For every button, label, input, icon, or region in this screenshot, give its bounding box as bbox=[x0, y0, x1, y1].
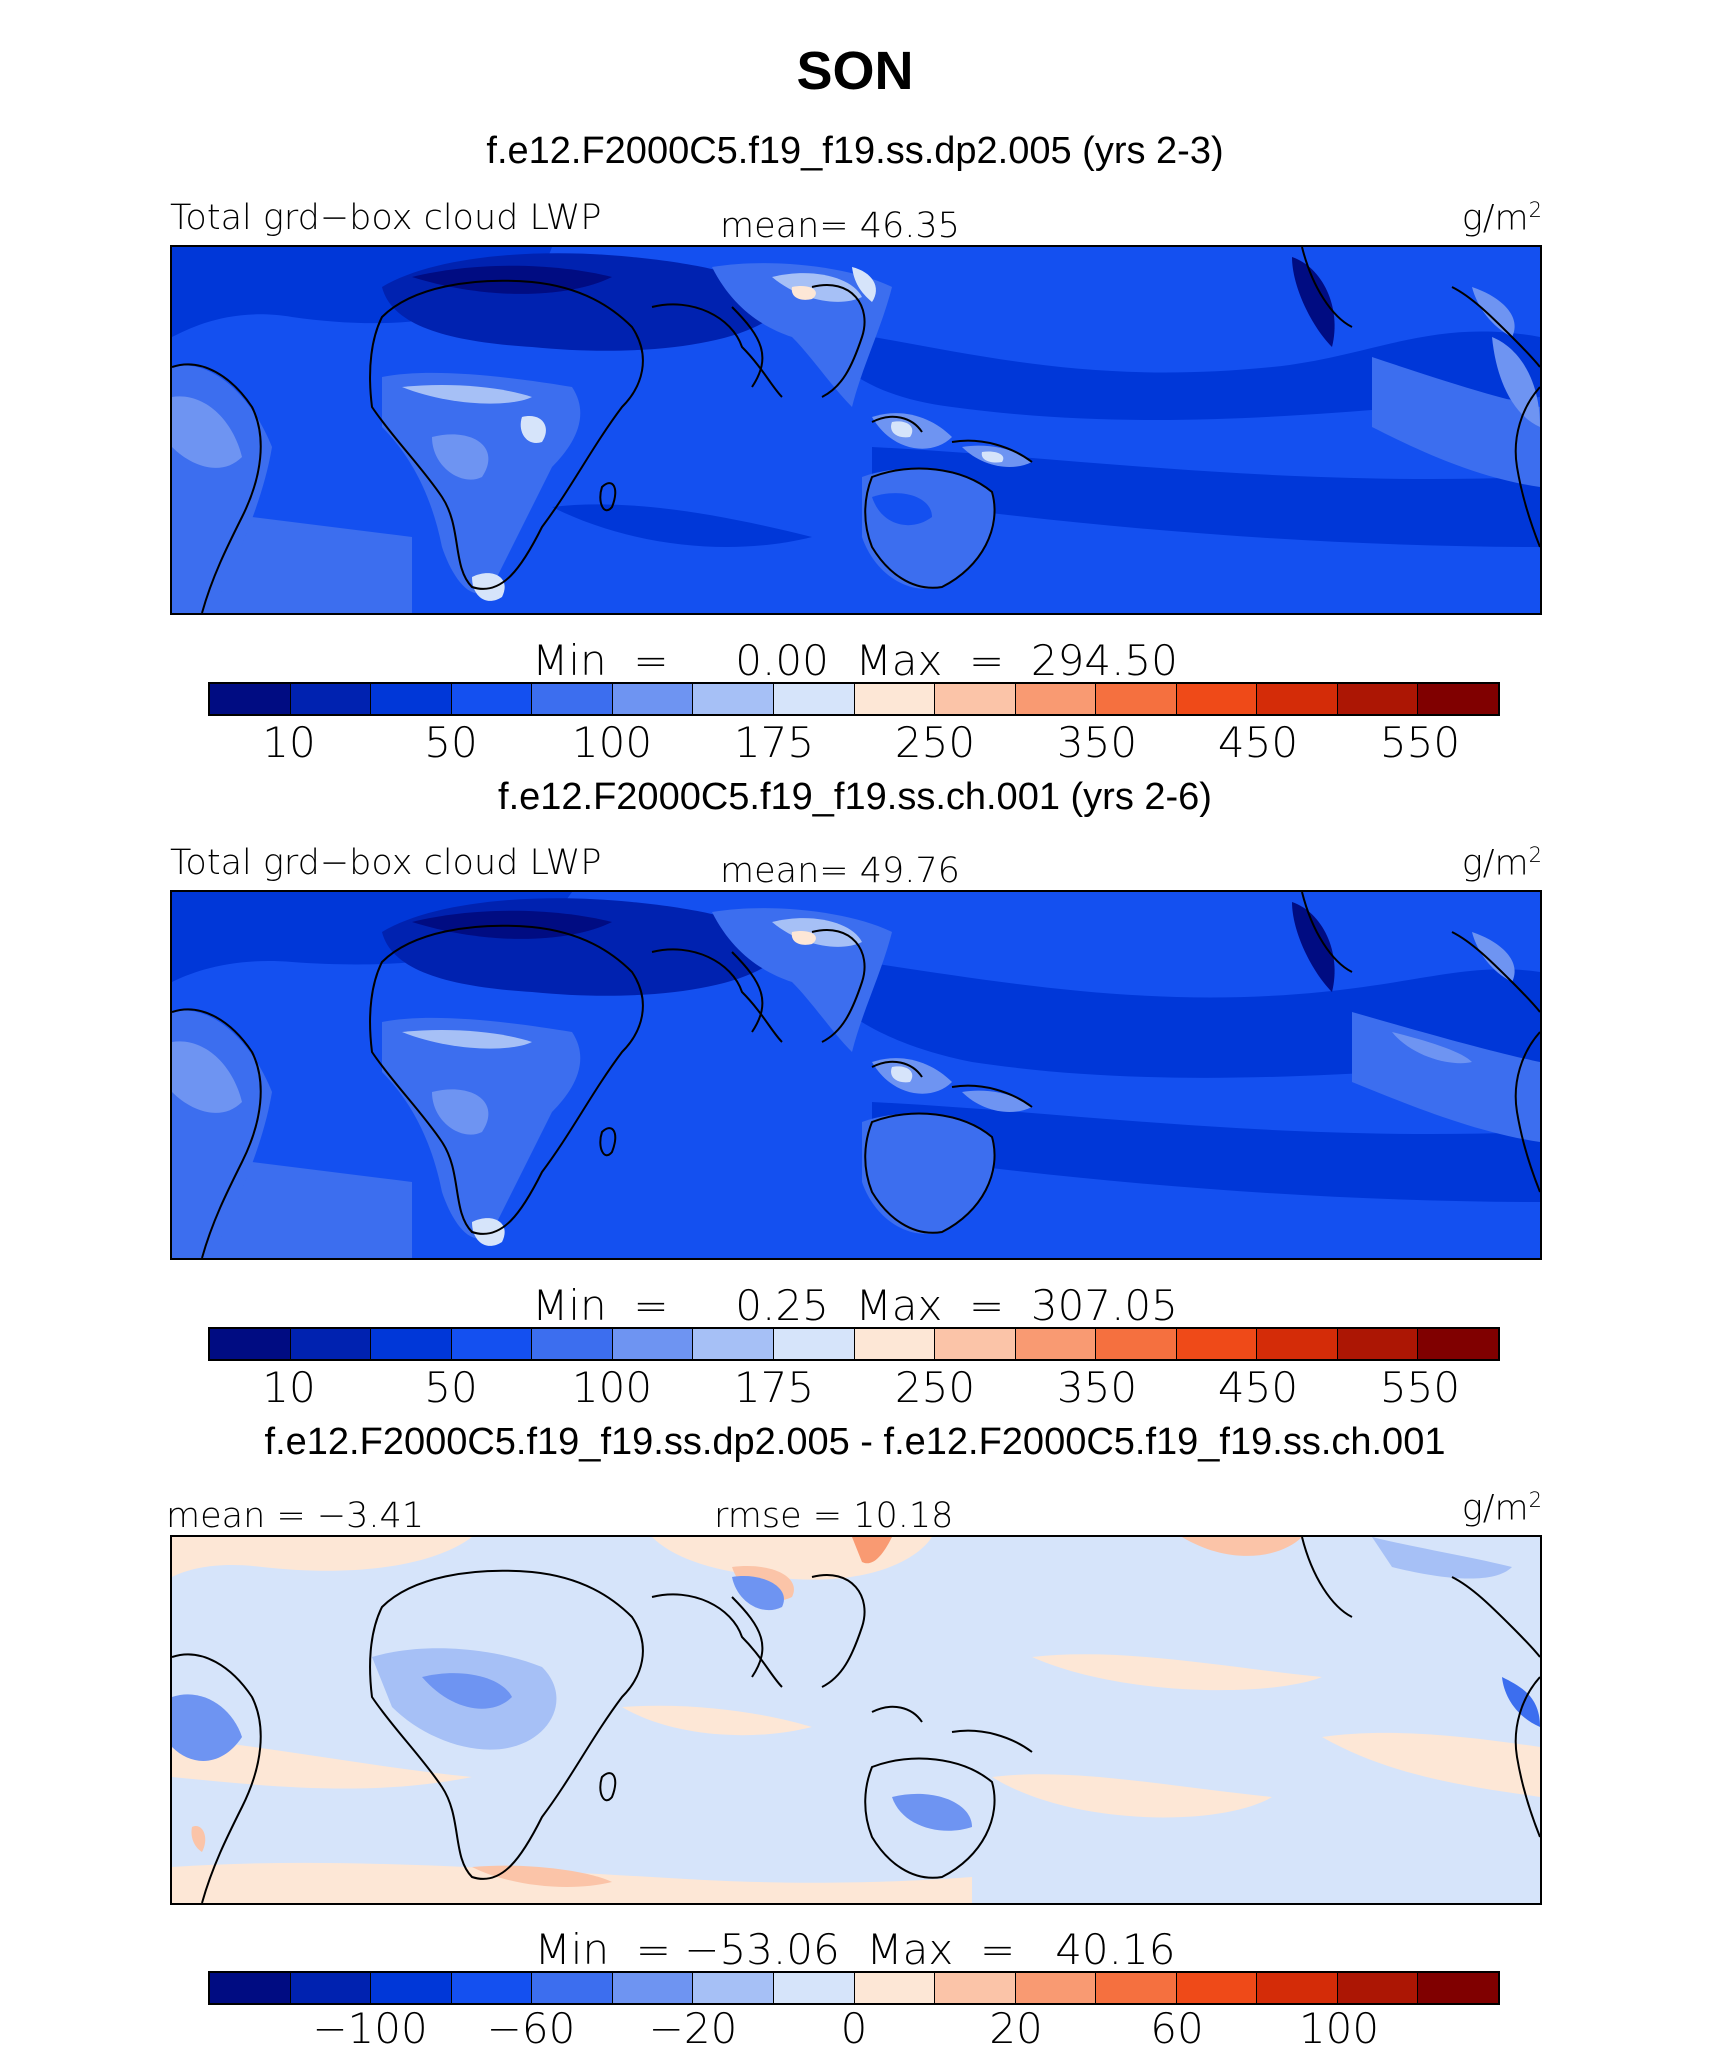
panel-2-units: g/m2 bbox=[1461, 843, 1542, 884]
panel-1-tick: 50 bbox=[424, 718, 478, 767]
panel-3-map bbox=[170, 1535, 1542, 1905]
panel-3-tick: 60 bbox=[1150, 2004, 1204, 2053]
panel-2-subtitle: f.e12.F2000C5.f19_f19.ss.ch.001 (yrs 2-6… bbox=[498, 776, 1212, 818]
figure-title: SON bbox=[796, 41, 914, 101]
panel-2-tick: 350 bbox=[1056, 1363, 1138, 1412]
panel-1-map bbox=[170, 245, 1542, 615]
panel-1-tick: 350 bbox=[1056, 718, 1138, 767]
panel-1-units: g/m2 bbox=[1461, 198, 1542, 239]
panel-3-rmse-label: rmse = 10.18 bbox=[714, 1496, 954, 1536]
panel-2-tick: 450 bbox=[1217, 1363, 1299, 1412]
panel-1-tick: 450 bbox=[1217, 718, 1299, 767]
panel-1-minmax: Min = 0.00 Max = 294.50 bbox=[532, 636, 1178, 685]
panel-3-subtitle: f.e12.F2000C5.f19_f19.ss.dp2.005 - f.e12… bbox=[264, 1421, 1446, 1463]
panel-2-tick: 175 bbox=[733, 1363, 815, 1412]
panel-1-tick: 10 bbox=[262, 718, 316, 767]
panel-1-tick: 175 bbox=[733, 718, 815, 767]
panel-3-minmax: Min = −53.06 Max = 40.16 bbox=[534, 1925, 1176, 1974]
panel-3-tick: 0 bbox=[840, 2004, 868, 2053]
panel-1-colorbar bbox=[208, 682, 1500, 716]
panel-1-tick: 250 bbox=[894, 718, 976, 767]
panel-3-tick: 20 bbox=[989, 2004, 1043, 2053]
panel-1-tick: 100 bbox=[571, 718, 653, 767]
panel-2-tick: 250 bbox=[894, 1363, 976, 1412]
panel-2-map bbox=[170, 890, 1542, 1260]
panel-3-tick: −100 bbox=[312, 2004, 428, 2053]
panel-1-subtitle: f.e12.F2000C5.f19_f19.ss.dp2.005 (yrs 2-… bbox=[486, 130, 1224, 172]
panel-2-colorbar bbox=[208, 1327, 1500, 1361]
panel-2-variable-label: Total grd−box cloud LWP bbox=[170, 843, 602, 883]
panel-3-tick: −60 bbox=[486, 2004, 576, 2053]
panel-2-mean-label: mean= 49.76 bbox=[720, 851, 960, 891]
panel-2-tick: 10 bbox=[262, 1363, 316, 1412]
panel-3-colorbar bbox=[208, 1971, 1500, 2005]
panel-3-tick: −20 bbox=[648, 2004, 738, 2053]
panel-2-tick: 550 bbox=[1379, 1363, 1461, 1412]
panel-2-tick: 100 bbox=[571, 1363, 653, 1412]
panel-3-units: g/m2 bbox=[1461, 1488, 1542, 1529]
panel-1-variable-label: Total grd−box cloud LWP bbox=[170, 198, 602, 238]
panel-3-mean-label: mean = −3.41 bbox=[166, 1496, 425, 1536]
panel-2-tick: 50 bbox=[424, 1363, 478, 1412]
panel-1-tick: 550 bbox=[1379, 718, 1461, 767]
panel-1-mean-label: mean= 46.35 bbox=[720, 206, 960, 246]
panel-2-minmax: Min = 0.25 Max = 307.05 bbox=[532, 1281, 1178, 1330]
panel-3-tick: 100 bbox=[1298, 2004, 1380, 2053]
